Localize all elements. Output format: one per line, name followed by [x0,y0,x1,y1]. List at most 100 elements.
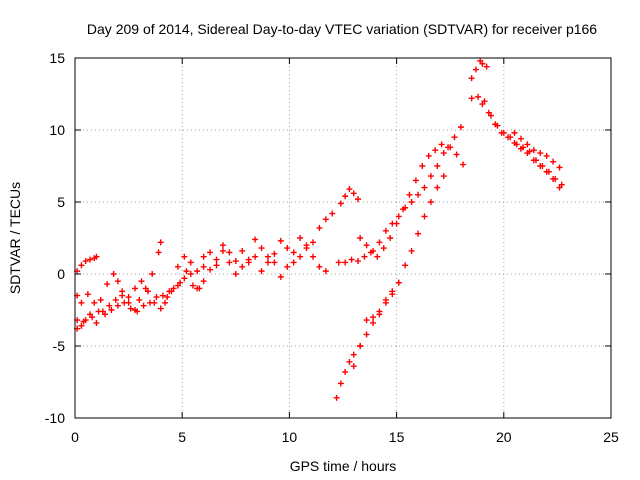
data-point [357,235,364,241]
data-point [121,299,128,306]
data-point [350,351,357,358]
data-point [106,302,113,309]
data-point [363,317,370,324]
data-point [87,256,94,263]
data-point [427,199,434,205]
data-point [485,109,492,116]
data-point [415,191,422,198]
series-trace-13 [468,93,565,188]
data-point [389,288,396,295]
data-point [517,135,524,142]
data-point [550,175,557,182]
data-point [434,163,441,169]
data-point [252,236,259,243]
data-point [543,168,550,175]
data-point [277,237,284,244]
data-point [380,245,387,252]
data-point [93,253,100,260]
x-tick-label: 15 [389,429,405,445]
data-point [226,249,233,256]
data-points [74,57,565,401]
data-point [174,282,181,289]
data-point [440,173,447,180]
series-trace-15 [511,129,563,171]
data-point [149,271,156,277]
y-tick-label: 0 [57,266,65,282]
data-point [374,253,381,260]
data-point [219,247,226,254]
series-trace-10 [333,173,447,401]
data-point [322,268,329,275]
axis-ticks: 0 5 10 15 20 25 -10 -5 0 5 10 15 [45,50,619,445]
data-point [194,285,201,292]
y-tick-label: 15 [49,50,65,66]
data-point [337,200,344,207]
y-tick-label: 5 [57,194,65,210]
data-point [168,288,175,295]
data-point [93,319,100,326]
data-point [271,259,278,266]
data-point [114,302,121,309]
data-point [297,253,304,260]
data-point [434,184,441,191]
data-point [258,245,265,252]
data-point [517,145,524,152]
y-tick-label: -10 [45,410,65,426]
data-point [78,322,85,329]
data-point [355,196,362,203]
data-point [408,247,415,254]
data-point [164,294,171,301]
data-point [342,368,349,375]
data-point [376,239,383,246]
data-point [82,258,89,265]
data-point [457,124,464,131]
plot-frame [74,57,612,419]
data-point [342,193,349,200]
data-point [78,262,85,269]
data-point [505,134,512,141]
series-trace-7 [335,124,464,266]
data-point [303,242,310,249]
data-point [468,95,475,102]
series-trace-1 [74,253,100,275]
data-point [376,308,383,315]
data-point [140,302,147,309]
data-point [530,157,537,164]
data-point [402,262,409,269]
data-point [479,101,486,108]
data-point [438,141,445,148]
data-point [200,253,207,260]
series-trace-6 [174,237,329,292]
data-point [181,253,188,260]
data-point [138,278,145,285]
data-point [530,147,537,154]
data-point [395,279,402,286]
data-point [427,173,434,180]
data-point [322,216,329,223]
series-trace-4 [74,263,207,332]
data-point [155,249,162,256]
data-point [194,268,201,275]
data-point [271,250,278,257]
data-point [350,363,357,370]
data-point [363,331,370,338]
data-point [363,242,370,249]
data-point [524,141,531,148]
data-point [468,75,475,82]
data-point [329,210,336,217]
chart-title: Day 209 of 2014, Sidereal Day-to-day VTE… [87,21,597,37]
data-point [389,220,396,227]
data-point [550,158,557,165]
data-point [355,258,362,265]
data-point [370,314,377,321]
data-point [524,150,531,157]
grid-lines [75,58,611,418]
data-point [543,152,550,159]
data-point [556,164,563,171]
data-point [483,63,490,70]
data-point [264,253,271,260]
y-tick-label: -5 [53,338,66,354]
data-point [492,121,499,128]
data-point [239,263,246,270]
x-tick-label: 25 [603,429,619,445]
